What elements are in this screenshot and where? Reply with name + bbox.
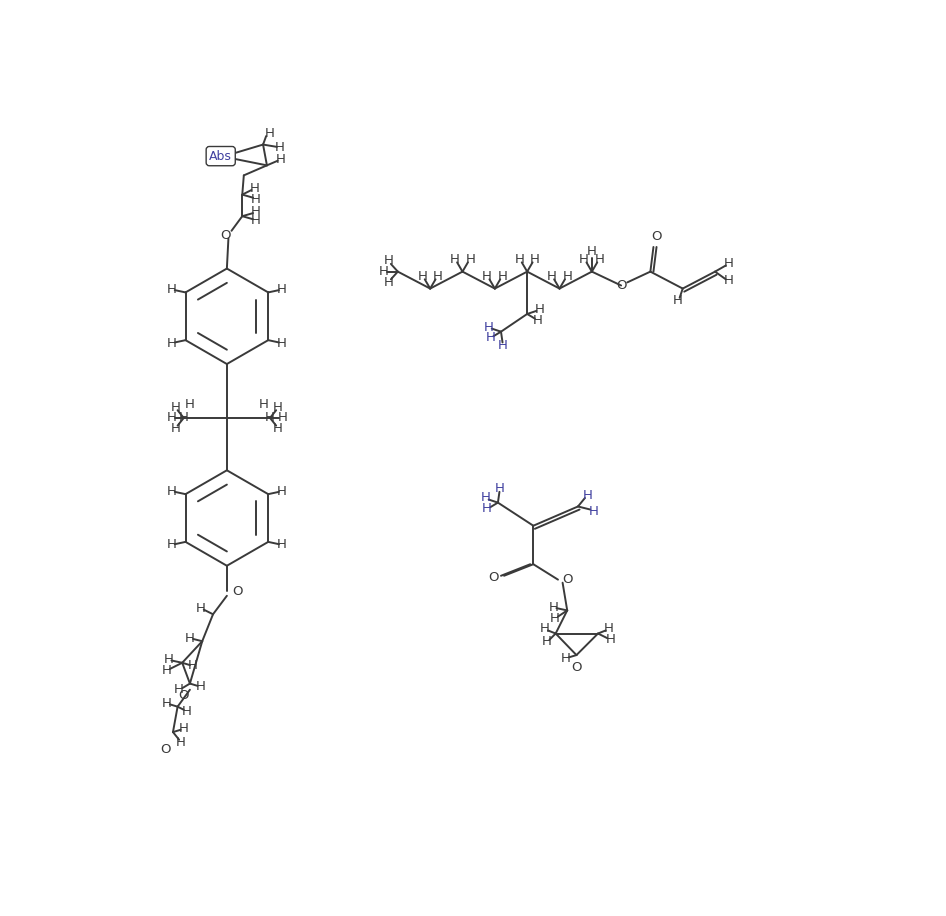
Text: H: H (534, 303, 545, 316)
Text: H: H (561, 651, 570, 665)
Text: H: H (605, 633, 615, 646)
Text: H: H (433, 269, 443, 283)
Text: H: H (250, 182, 259, 195)
Text: H: H (550, 612, 560, 625)
Text: H: H (549, 601, 558, 614)
Text: H: H (179, 723, 188, 736)
Text: H: H (482, 269, 492, 283)
Text: H: H (166, 411, 176, 424)
Text: H: H (498, 339, 507, 352)
Text: H: H (277, 337, 287, 350)
Text: H: H (483, 321, 494, 333)
Text: H: H (579, 253, 589, 266)
Text: H: H (252, 192, 261, 206)
Text: H: H (272, 400, 283, 414)
Text: H: H (166, 539, 177, 551)
Text: O: O (488, 571, 499, 583)
Text: H: H (252, 214, 261, 227)
Text: H: H (588, 505, 598, 518)
Text: H: H (166, 485, 177, 497)
Text: H: H (515, 253, 524, 266)
Text: H: H (171, 422, 181, 435)
Text: H: H (196, 602, 205, 615)
Text: H: H (162, 697, 172, 710)
Text: H: H (530, 253, 540, 266)
Text: H: H (176, 736, 185, 749)
Text: O: O (616, 279, 626, 292)
Text: H: H (495, 482, 504, 496)
Text: H: H (674, 294, 683, 308)
Text: H: H (264, 126, 274, 139)
Text: H: H (277, 539, 287, 551)
Text: H: H (185, 398, 195, 410)
Text: H: H (485, 332, 495, 344)
Text: H: H (166, 283, 177, 296)
Text: H: H (179, 411, 188, 424)
Text: H: H (384, 276, 394, 289)
Text: H: H (482, 502, 492, 516)
Text: O: O (220, 229, 231, 242)
Text: H: H (541, 635, 552, 648)
Text: H: H (272, 422, 283, 435)
Text: H: H (277, 283, 287, 296)
Text: H: H (164, 653, 173, 666)
Text: O: O (571, 661, 582, 674)
Text: H: H (188, 660, 198, 672)
Text: H: H (384, 255, 394, 267)
Text: H: H (277, 485, 287, 497)
Text: H: H (171, 400, 181, 414)
Text: Abs: Abs (209, 149, 232, 163)
Text: H: H (182, 704, 192, 718)
Text: H: H (252, 205, 261, 218)
Text: H: H (562, 269, 572, 283)
Text: O: O (160, 743, 170, 756)
Text: O: O (651, 230, 662, 243)
Text: H: H (498, 269, 507, 283)
Text: H: H (587, 245, 597, 258)
Text: H: H (724, 257, 734, 270)
Text: H: H (465, 253, 475, 266)
Text: H: H (595, 253, 604, 266)
Text: H: H (276, 153, 286, 166)
Text: H: H (196, 681, 205, 693)
Text: H: H (417, 269, 428, 283)
Text: H: H (547, 269, 557, 283)
Text: H: H (277, 411, 288, 424)
Text: H: H (481, 492, 491, 505)
Text: O: O (233, 584, 243, 597)
Text: H: H (166, 337, 177, 350)
Text: H: H (604, 622, 614, 636)
Text: H: H (379, 265, 389, 278)
Text: H: H (265, 411, 275, 424)
Text: H: H (583, 489, 592, 502)
Text: H: H (533, 313, 543, 327)
Text: H: H (185, 632, 195, 645)
Text: H: H (259, 398, 269, 410)
Text: O: O (562, 573, 572, 586)
Text: H: H (162, 664, 172, 677)
Text: H: H (724, 275, 734, 288)
Text: H: H (174, 683, 184, 696)
Text: H: H (450, 253, 460, 266)
Text: H: H (540, 622, 550, 636)
Text: O: O (179, 690, 189, 703)
Text: H: H (275, 141, 285, 154)
